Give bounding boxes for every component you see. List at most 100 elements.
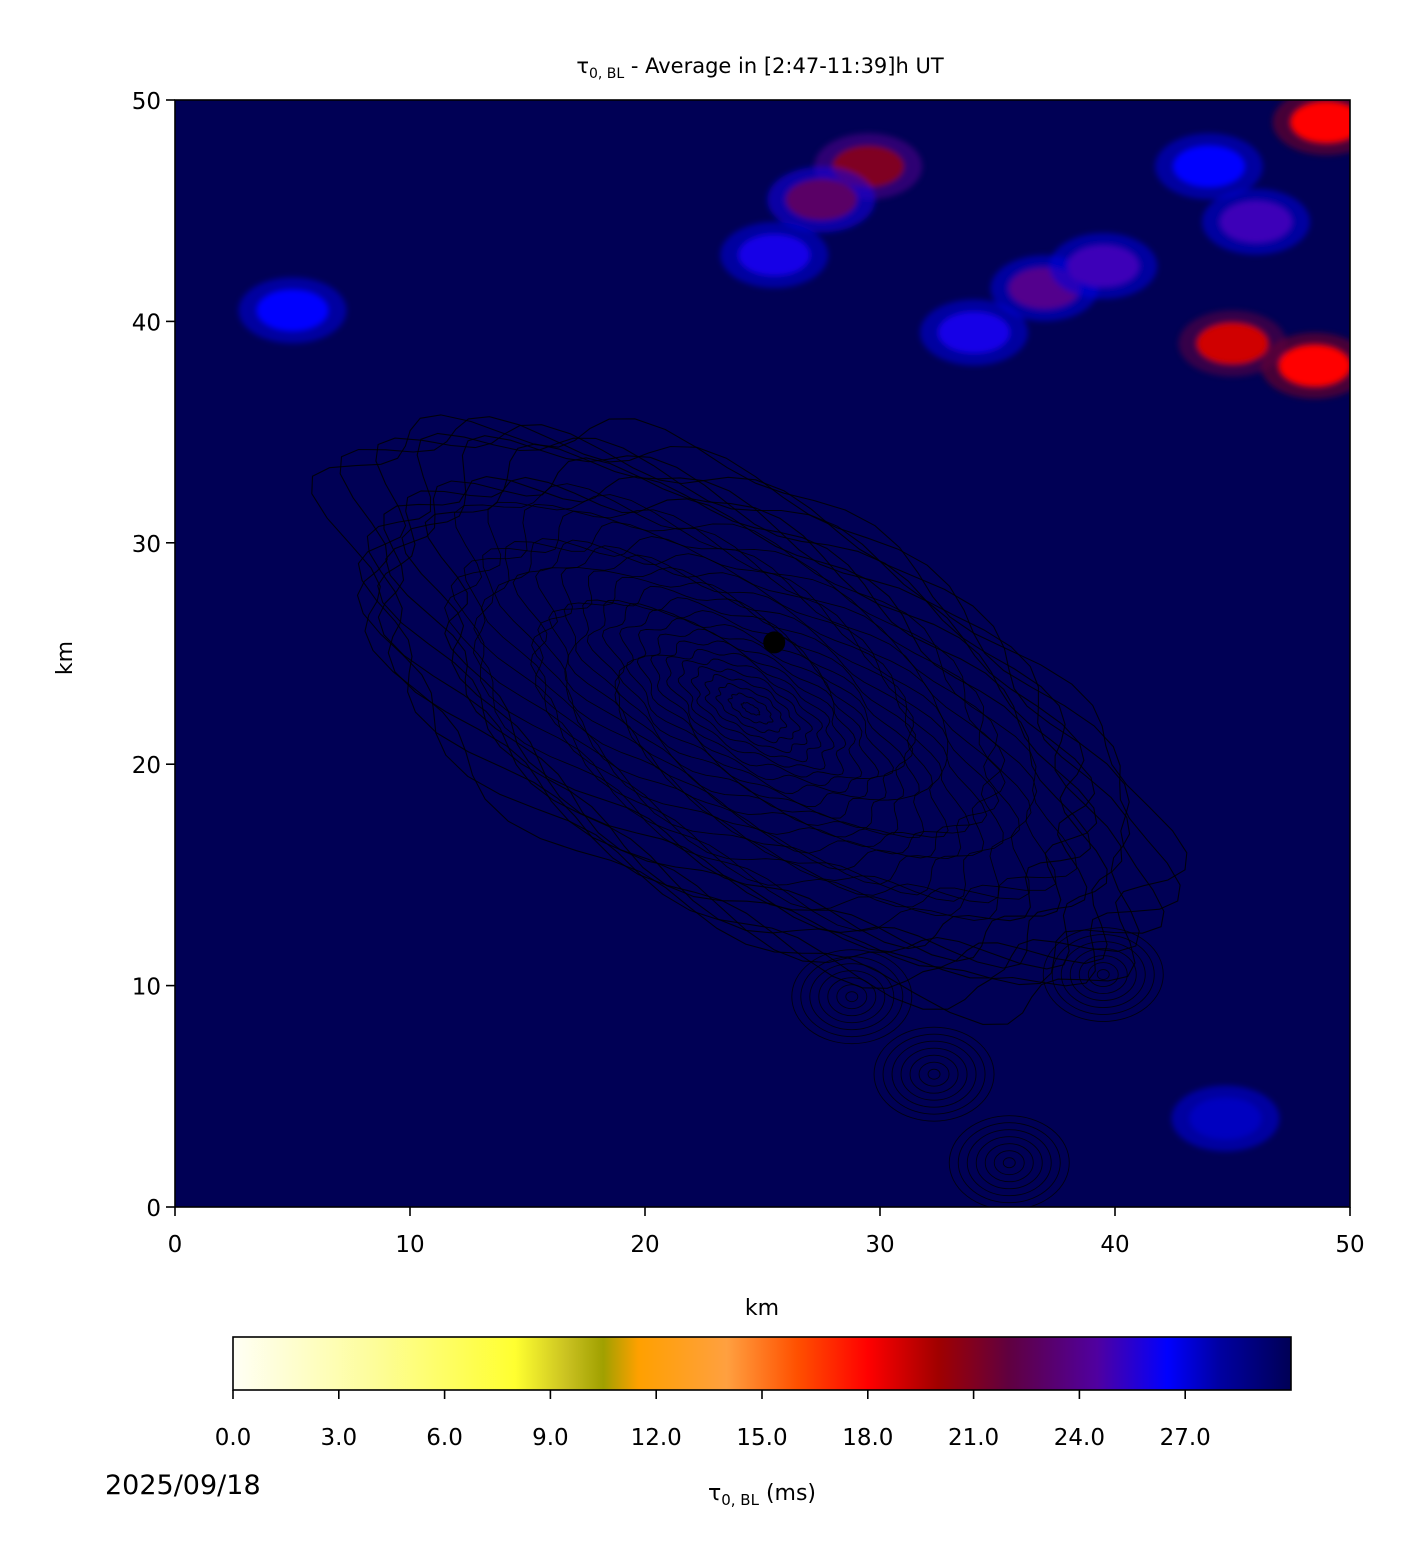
- heatmap-hotspots: [238, 100, 1350, 1152]
- contour-line: [385, 457, 1096, 969]
- chart-title-subscript: 0, BL: [589, 66, 624, 82]
- contour-line: [1042, 927, 1164, 1022]
- contour-line: [311, 414, 1188, 1025]
- contour-line: [424, 476, 1092, 950]
- contour-line: [791, 949, 913, 1045]
- contour-line: [626, 618, 880, 794]
- contour-line: [665, 649, 835, 770]
- contour-line: [690, 666, 813, 754]
- contour-line: [873, 1026, 995, 1122]
- contour-line: [836, 984, 868, 1010]
- contour-line: [927, 1068, 941, 1080]
- colorbar-label: τ0, BL (ms): [708, 1481, 816, 1509]
- hotspot-10: [1173, 145, 1245, 188]
- contour-line: [377, 435, 1123, 968]
- colorbar-tick-label: 24.0: [1054, 1425, 1105, 1451]
- hotspot-0: [1278, 344, 1350, 387]
- hotspot-1: [1196, 322, 1269, 365]
- y-tick-label: 20: [132, 753, 161, 779]
- date-stamp: 2025/09/18: [105, 1470, 261, 1501]
- contour-line: [818, 970, 886, 1024]
- contour-line: [450, 494, 1057, 917]
- contour-line: [909, 1054, 959, 1094]
- contour-line: [563, 576, 933, 839]
- contour-line: [531, 545, 988, 871]
- plot-frame: [174, 99, 1351, 1208]
- contour-line: [993, 1150, 1025, 1176]
- contour-line: [715, 683, 788, 734]
- contour-line: [480, 521, 1006, 902]
- contour-line: [512, 539, 1000, 885]
- colorbar-tick-label: 21.0: [948, 1425, 999, 1451]
- contour-line: [900, 1047, 968, 1101]
- y-tick-label: 50: [132, 89, 161, 115]
- y-axis-ticks: 0 10 20 30 40 50: [132, 89, 175, 1222]
- colorbar-tick-label: 3.0: [321, 1425, 358, 1451]
- x-tick-label: 50: [1335, 1232, 1364, 1258]
- contour-line: [463, 503, 1032, 908]
- y-tick-label: 40: [132, 310, 161, 336]
- colorbar-tick-label: 27.0: [1160, 1425, 1211, 1451]
- x-tick-label: 10: [395, 1232, 424, 1258]
- contour-line: [948, 1115, 1070, 1207]
- contour-line: [891, 1040, 977, 1108]
- site-marker: [763, 631, 786, 654]
- colorbar-ticks: 0.0 3.0 6.0 9.0 12.0 15.0 18.0 21.0 24.0 27.0: [215, 1390, 1211, 1451]
- colorbar-label-subscript: 0, BL: [721, 1491, 759, 1509]
- x-tick-label: 20: [630, 1232, 659, 1258]
- contour-line: [704, 673, 801, 744]
- contour-line: [800, 956, 904, 1038]
- y-tick-label: 10: [132, 975, 161, 1001]
- contour-line: [1078, 955, 1128, 994]
- contour-line: [444, 483, 1078, 932]
- contour-line: [1002, 1157, 1016, 1169]
- contour-line: [966, 1129, 1052, 1197]
- contour-line: [473, 510, 1020, 904]
- hotspot-5: [738, 233, 811, 276]
- contour-line: [377, 443, 1108, 970]
- contour-line: [975, 1136, 1043, 1190]
- y-axis-label: km: [53, 641, 78, 675]
- colorbar-tick-label: 9.0: [532, 1425, 569, 1451]
- contour-line: [957, 1122, 1061, 1204]
- colorbar-tick-label: 15.0: [736, 1425, 787, 1451]
- contour-line: [575, 585, 920, 835]
- contour-line: [586, 597, 914, 829]
- hotspot-9: [1220, 200, 1292, 243]
- colorbar-tick-label: 0.0: [215, 1425, 252, 1451]
- contour-line: [366, 432, 1140, 979]
- contour-line: [1087, 962, 1119, 987]
- contour-line: [1060, 941, 1146, 1008]
- contour-line: [601, 603, 906, 819]
- y-tick-label: 30: [132, 532, 161, 558]
- contour-line: [1051, 934, 1155, 1015]
- terrain-contours: [311, 414, 1188, 1207]
- x-axis-ticks: 0 10 20 30 40 50: [168, 1207, 1365, 1258]
- plot-area: [174, 99, 1351, 1208]
- contour-line: [1069, 948, 1137, 1001]
- hotspot-2: [1290, 101, 1350, 144]
- x-axis-label: km: [745, 1296, 779, 1321]
- contour-line: [618, 609, 894, 808]
- colorbar-tick-label: 12.0: [631, 1425, 682, 1451]
- x-tick-label: 0: [168, 1232, 183, 1258]
- hotspot-12: [1189, 1097, 1262, 1140]
- colorbar-tick-label: 18.0: [842, 1425, 893, 1451]
- contour-line: [809, 963, 895, 1031]
- y-tick-label: 0: [146, 1196, 161, 1222]
- contour-line: [827, 977, 877, 1017]
- hotspot-4: [785, 178, 858, 221]
- contour-line: [339, 416, 1181, 1010]
- colorbar-tick-label: 6.0: [426, 1425, 463, 1451]
- x-tick-label: 40: [1100, 1232, 1129, 1258]
- contour-line: [727, 692, 774, 725]
- x-tick-label: 30: [865, 1232, 894, 1258]
- hotspot-11: [256, 289, 329, 332]
- contour-line: [984, 1143, 1034, 1183]
- hotspot-8: [938, 311, 1010, 354]
- contour-line: [740, 702, 761, 716]
- colorbar: 0.0 3.0 6.0 9.0 12.0 15.0 18.0 21.0 24.0 27.0 τ0,…: [215, 1336, 1292, 1509]
- colorbar-gradient: [233, 1337, 1291, 1390]
- contour-line: [1096, 969, 1110, 980]
